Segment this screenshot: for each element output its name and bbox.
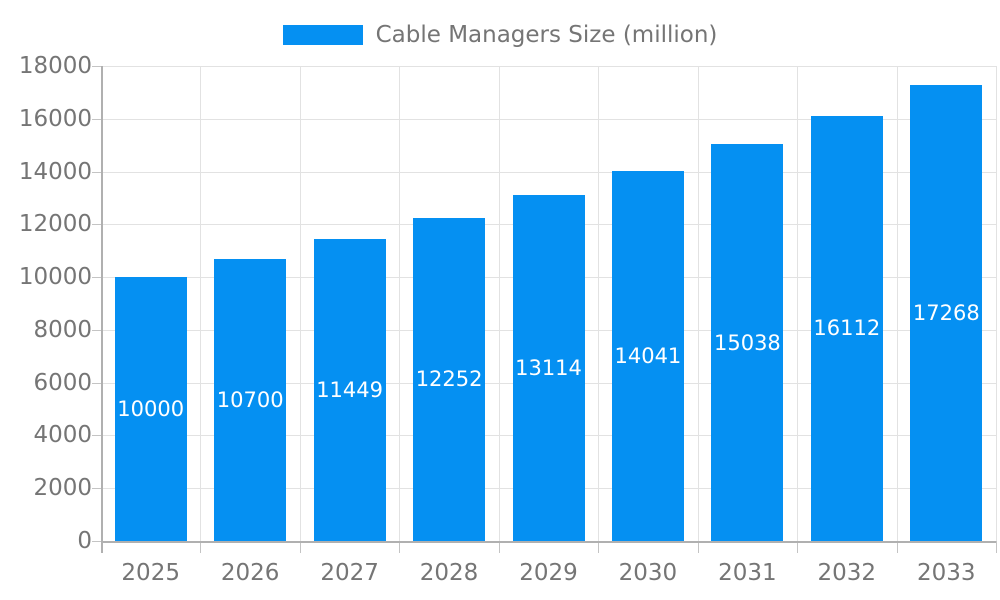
x-axis-label-2026: 2026 [220, 560, 280, 586]
bar-value-2026: 10700 [216, 387, 284, 412]
y-axis-label-12000: 12000 [18, 211, 92, 237]
gridline-x-9 [996, 66, 997, 541]
x-axis-label-2027: 2027 [320, 560, 379, 586]
gridline-x-6 [698, 66, 699, 541]
bar-value-2032: 16112 [813, 316, 881, 341]
x-axis-label-2033: 2033 [917, 560, 976, 586]
bar-value-2031: 15038 [713, 330, 781, 355]
gridline-x-1 [200, 66, 201, 541]
bar-2028 [413, 217, 486, 541]
gridline-y-14000 [101, 172, 996, 173]
legend-label[interactable]: Cable Managers Size (million) [375, 22, 718, 48]
bar-value-2025: 10000 [117, 397, 185, 422]
bar-value-2027: 11449 [316, 377, 383, 402]
ytick-0 [92, 541, 101, 542]
y-axis-label-6000: 6000 [33, 370, 92, 396]
xtick-8 [897, 541, 898, 553]
bar-2029 [512, 194, 585, 541]
bar-value-2028: 12252 [415, 367, 483, 392]
ytick-14000 [92, 172, 101, 173]
x-axis-label-2029: 2029 [519, 560, 578, 586]
ytick-10000 [92, 277, 101, 278]
gridline-x-8 [897, 66, 898, 541]
legend-swatch[interactable] [282, 25, 363, 45]
legend: Cable Managers Size (million) [0, 22, 1000, 48]
gridline-x-5 [598, 66, 599, 541]
x-axis-label-2025: 2025 [121, 560, 180, 586]
x-axis-label-2030: 2030 [618, 560, 678, 586]
bar-2025 [114, 277, 187, 541]
bar-2027 [313, 238, 386, 541]
gridline-y-18000 [101, 66, 996, 67]
ytick-18000 [92, 66, 101, 67]
xtick-9 [996, 541, 997, 553]
y-axis-label-8000: 8000 [33, 317, 92, 343]
y-axis-line [101, 66, 103, 553]
xtick-2 [300, 541, 301, 553]
y-axis-label-16000: 16000 [18, 106, 92, 132]
y-axis-label-18000: 18000 [18, 53, 92, 79]
y-axis-label-0: 0 [77, 528, 92, 554]
x-axis-label-2032: 2032 [817, 560, 877, 586]
xtick-3 [399, 541, 400, 553]
x-axis-label-2028: 2028 [419, 560, 479, 586]
xtick-1 [200, 541, 201, 553]
bar-value-2030: 14041 [614, 343, 682, 368]
xtick-4 [499, 541, 500, 553]
bar-value-2029: 13114 [515, 356, 582, 380]
ytick-4000 [92, 435, 101, 436]
y-axis-label-10000: 10000 [18, 264, 92, 290]
bar-2030 [611, 170, 684, 541]
y-axis-label-4000: 4000 [33, 422, 92, 448]
bar-2026 [214, 258, 287, 541]
gridline-x-4 [499, 66, 500, 541]
ytick-12000 [92, 224, 101, 225]
ytick-2000 [92, 488, 101, 489]
ytick-8000 [92, 330, 101, 331]
x-axis-line [101, 541, 996, 543]
xtick-5 [598, 541, 599, 553]
gridline-x-3 [399, 66, 400, 541]
x-axis-label-2031: 2031 [718, 560, 777, 586]
gridline-y-16000 [101, 119, 996, 120]
xtick-6 [698, 541, 699, 553]
xtick-7 [797, 541, 798, 553]
ytick-6000 [92, 383, 101, 384]
y-axis-label-2000: 2000 [33, 475, 92, 501]
bar-2032 [810, 115, 883, 541]
gridline-x-2 [300, 66, 301, 541]
y-axis-label-14000: 14000 [18, 159, 92, 185]
ytick-16000 [92, 119, 101, 120]
bar-value-2033: 17268 [912, 301, 980, 326]
bar-2031 [711, 144, 784, 541]
gridline-x-7 [797, 66, 798, 541]
bar-2033 [910, 85, 983, 541]
